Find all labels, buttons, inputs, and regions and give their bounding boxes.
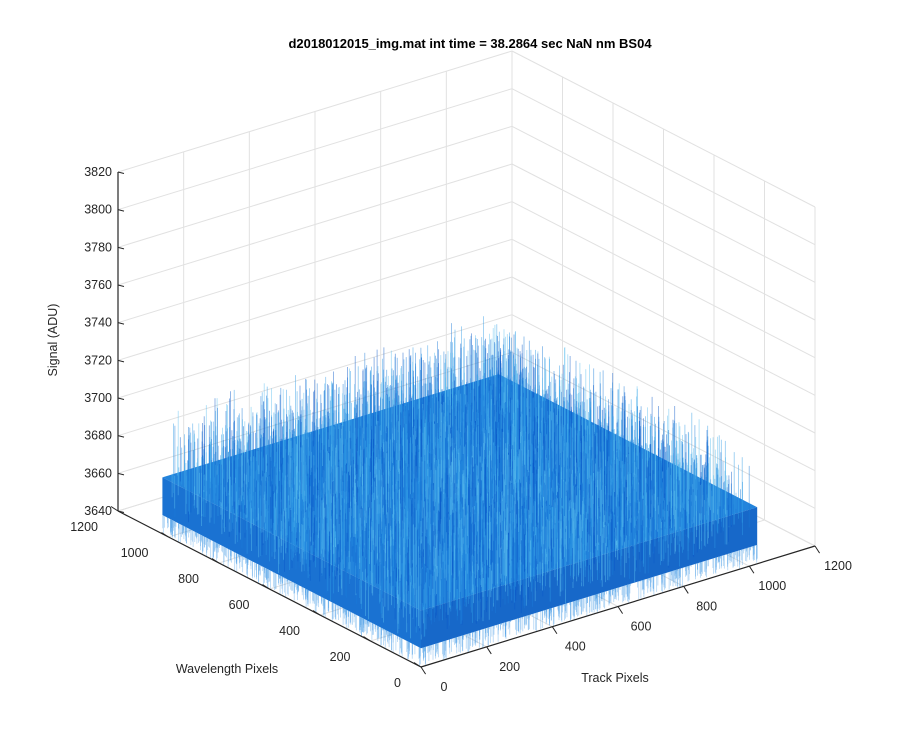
back-wall-grid-z — [117, 88, 513, 211]
side-wall-grid-z — [511, 88, 816, 246]
back-wall-grid-z — [117, 50, 513, 173]
side-wall-grid-z — [511, 50, 816, 208]
surface-front-edge — [421, 507, 758, 649]
back-wall-grid-z — [117, 163, 513, 286]
side-wall-grid-z — [511, 238, 816, 396]
side-wall-grid-z — [511, 314, 816, 472]
surface-mesh — [162, 316, 758, 666]
side-wall-grid-z — [511, 125, 816, 283]
back-wall-grid-z — [117, 276, 513, 399]
back-wall-grid-z — [117, 238, 513, 361]
side-wall-grid-z — [511, 201, 816, 359]
back-wall-grid-z — [117, 125, 513, 248]
side-wall-grid-z — [511, 276, 816, 434]
chart-title: d2018012015_img.mat int time = 38.2864 s… — [288, 36, 652, 51]
side-wall-grid-z — [511, 163, 816, 321]
back-wall-grid-z — [117, 314, 513, 437]
back-wall-grid-z — [117, 201, 513, 324]
